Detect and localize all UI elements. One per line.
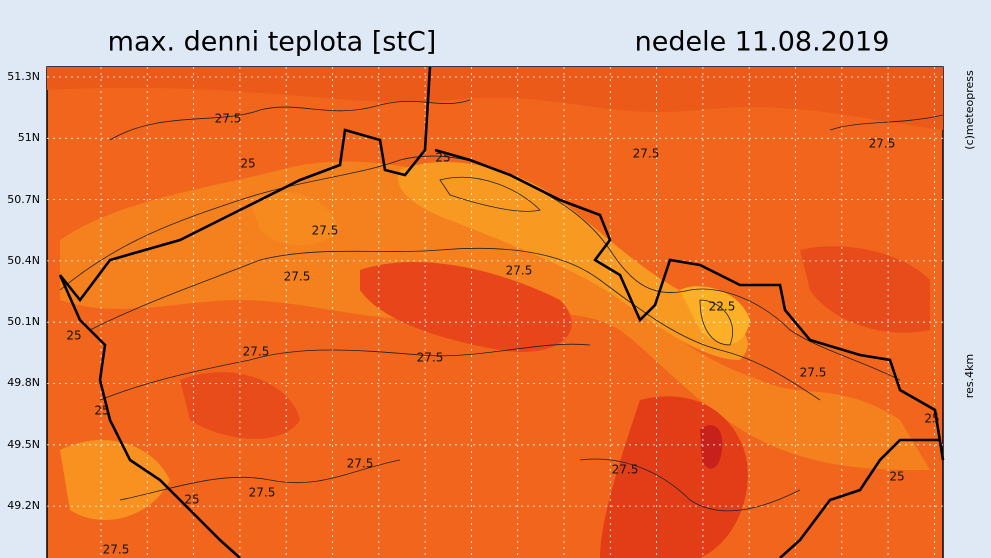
contour-label: 25 [435, 151, 450, 165]
grid [47, 67, 943, 558]
labels: 51.3N 51N 50.7N 50.4N 50.1N 49.8N 49.5N … [7, 70, 939, 557]
contour-label: 27.5 [506, 264, 533, 278]
credit: (c)meteopress [963, 70, 976, 150]
contour-label: 27.5 [312, 224, 339, 238]
border [58, 66, 945, 558]
contour-label: 25 [94, 404, 109, 418]
latitude-label: 49.8N [7, 376, 40, 389]
contour-label: 25 [66, 329, 81, 343]
latitude-label: 49.5N [7, 438, 40, 451]
contour-label: 25 [184, 493, 199, 507]
contour-label: 27.5 [103, 543, 130, 557]
contour-label: 27.5 [284, 270, 311, 284]
contour-label: 25 [240, 157, 255, 171]
temperature-field [46, 66, 944, 558]
latitude-label: 50.4N [7, 254, 40, 267]
latitude-label: 51N [18, 131, 40, 144]
resolution: res.4km [963, 354, 976, 398]
latitude-label: 49.2N [7, 499, 40, 512]
latitude-label: 50.7N [7, 193, 40, 206]
contour-label: 27.5 [347, 457, 374, 471]
contour-label: 27.5 [633, 147, 660, 161]
contour-label: 27.5 [800, 366, 827, 380]
contour-label: 25 [889, 470, 904, 484]
contour-label: 27.5 [869, 137, 896, 151]
contour-label: 27.5 [243, 345, 270, 359]
contour-label: 27.5 [417, 351, 444, 365]
map-date: nedele 11.08.2019 [635, 27, 890, 58]
contour-label: 27.5 [612, 463, 639, 477]
latitude-label: 51.3N [7, 70, 40, 83]
contour-label: 27.5 [215, 112, 242, 126]
contour-label: 22.5 [709, 300, 736, 314]
map-title: max. denni teplota [stC] [108, 27, 437, 58]
latitude-label: 50.1N [7, 315, 40, 328]
contour-label: 27.5 [249, 486, 276, 500]
contour-label: 25 [924, 412, 939, 426]
